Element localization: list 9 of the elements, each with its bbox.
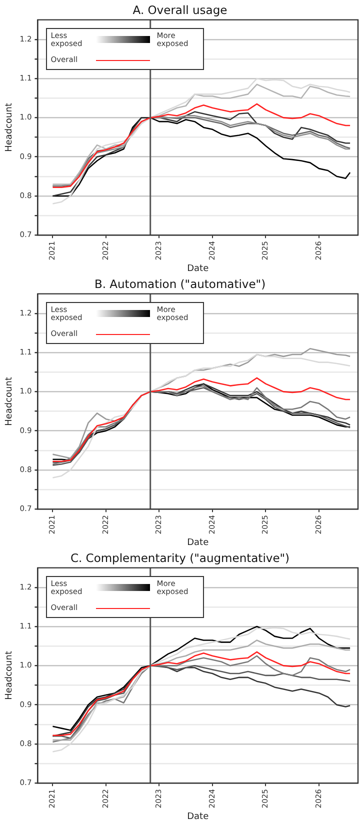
- x-axis-title: Date: [187, 812, 210, 822]
- chart-title: C. Complementarity ("augmentative"): [70, 550, 290, 565]
- x-axis-title: Date: [187, 264, 210, 274]
- chart-title: A. Overall usage: [132, 2, 228, 17]
- chart-title: B. Automation ("automative"): [94, 276, 266, 291]
- x-axis-title: Date: [187, 538, 210, 548]
- y-axis-title: Headcount: [4, 102, 15, 152]
- y-axis-title: Headcount: [4, 376, 15, 426]
- y-axis-title: Headcount: [4, 650, 15, 700]
